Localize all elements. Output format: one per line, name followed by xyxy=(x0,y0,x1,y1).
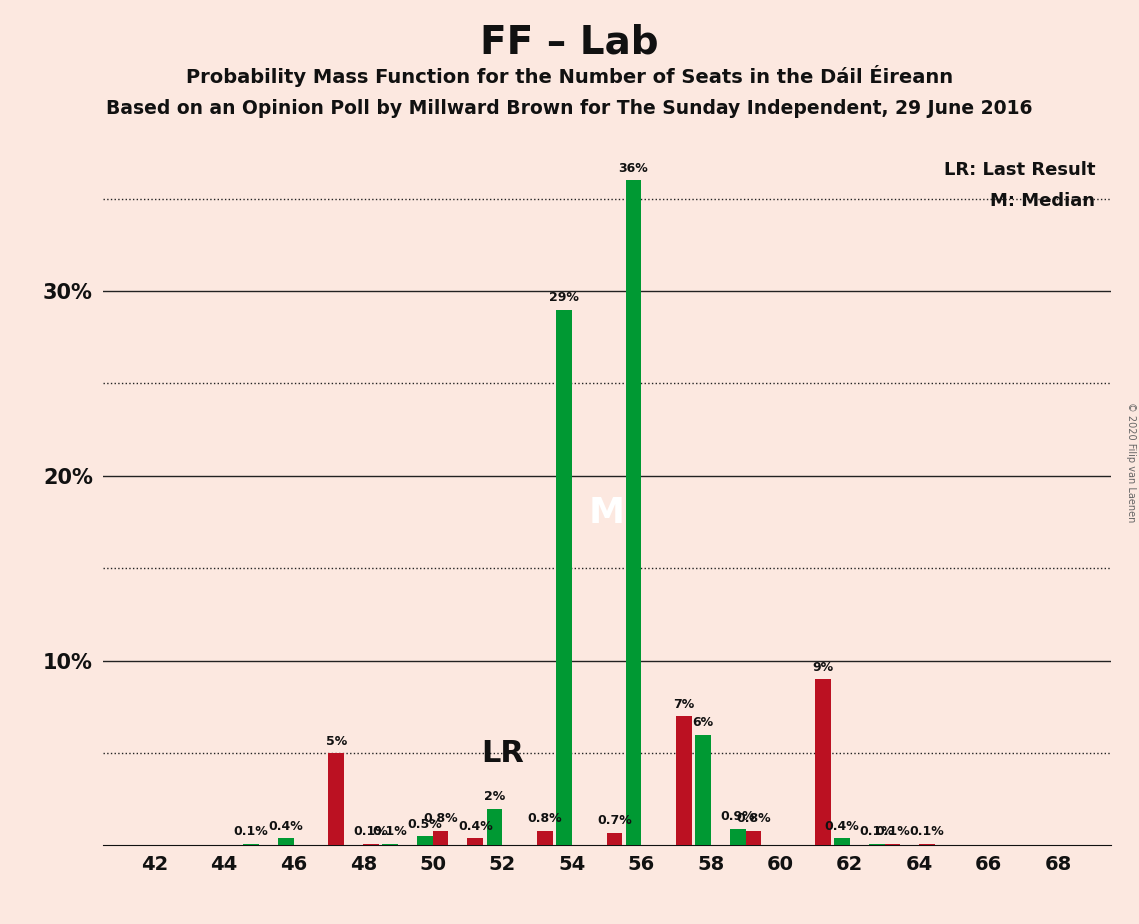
Text: M: M xyxy=(589,496,624,529)
Bar xyxy=(467,838,483,845)
Bar xyxy=(730,829,746,845)
Text: 5%: 5% xyxy=(326,735,347,748)
Text: 0.1%: 0.1% xyxy=(233,825,269,838)
Bar xyxy=(536,831,552,845)
Text: © 2020 Filip van Laenen: © 2020 Filip van Laenen xyxy=(1126,402,1136,522)
Bar xyxy=(869,844,885,845)
Bar xyxy=(885,844,900,845)
Text: 9%: 9% xyxy=(812,661,834,674)
Text: 0.7%: 0.7% xyxy=(597,814,632,827)
Text: 0.8%: 0.8% xyxy=(527,812,563,825)
Text: 2%: 2% xyxy=(484,790,505,803)
Bar xyxy=(383,844,398,845)
Text: 0.4%: 0.4% xyxy=(458,820,493,833)
Text: 0.1%: 0.1% xyxy=(353,825,388,838)
Text: 0.8%: 0.8% xyxy=(736,812,771,825)
Bar xyxy=(834,838,850,845)
Text: 0.9%: 0.9% xyxy=(721,810,755,823)
Bar xyxy=(363,844,379,845)
Text: 0.1%: 0.1% xyxy=(372,825,408,838)
Text: LR: Last Result: LR: Last Result xyxy=(944,161,1096,178)
Text: 0.5%: 0.5% xyxy=(408,818,442,831)
Bar xyxy=(677,716,691,845)
Text: 0.1%: 0.1% xyxy=(860,825,894,838)
Text: LR: LR xyxy=(481,738,524,768)
Text: 0.4%: 0.4% xyxy=(269,820,303,833)
Bar xyxy=(244,844,259,845)
Text: 0.8%: 0.8% xyxy=(424,812,458,825)
Bar xyxy=(816,679,830,845)
Text: FF – Lab: FF – Lab xyxy=(481,23,658,61)
Bar xyxy=(625,180,641,845)
Text: 0.1%: 0.1% xyxy=(875,825,910,838)
Text: 7%: 7% xyxy=(673,698,695,711)
Bar xyxy=(417,836,433,845)
Bar xyxy=(746,831,761,845)
Bar xyxy=(328,753,344,845)
Bar xyxy=(278,838,294,845)
Bar xyxy=(607,833,622,845)
Bar xyxy=(695,735,711,845)
Text: Probability Mass Function for the Number of Seats in the Dáil Éireann: Probability Mass Function for the Number… xyxy=(186,65,953,87)
Text: M: Median: M: Median xyxy=(991,192,1096,211)
Text: 36%: 36% xyxy=(618,162,648,175)
Text: 6%: 6% xyxy=(693,716,713,729)
Text: 0.1%: 0.1% xyxy=(910,825,944,838)
Bar xyxy=(919,844,935,845)
Text: 29%: 29% xyxy=(549,291,579,304)
Bar xyxy=(433,831,449,845)
Bar xyxy=(556,310,572,845)
Text: Based on an Opinion Poll by Millward Brown for The Sunday Independent, 29 June 2: Based on an Opinion Poll by Millward Bro… xyxy=(106,99,1033,118)
Bar xyxy=(486,808,502,845)
Text: 0.4%: 0.4% xyxy=(825,820,860,833)
